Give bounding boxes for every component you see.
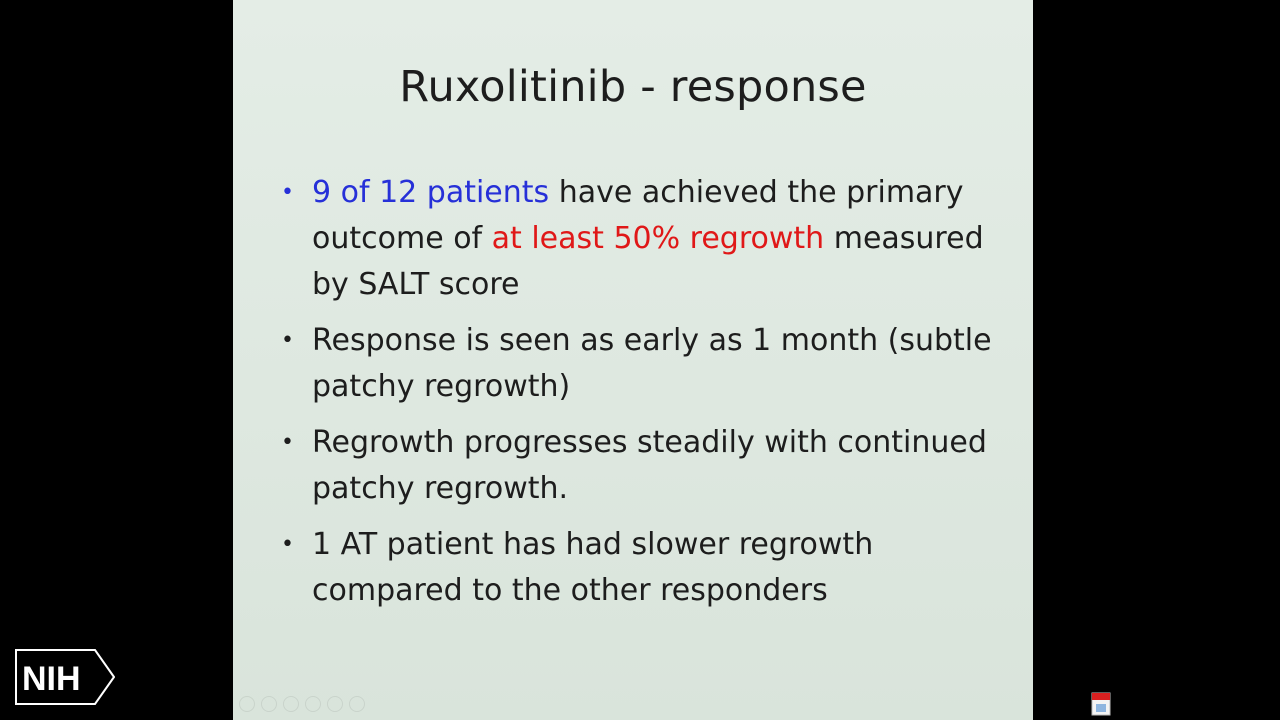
bullet-text: measured by SALT score (312, 221, 984, 302)
bullet-dot-icon: • (281, 532, 294, 557)
bullet-text-highlight-red: at least 50% regrowth (491, 221, 825, 256)
bullet-item: • 9 of 12 patients have achieved the pri… (277, 170, 997, 308)
bullet-dot-icon: • (281, 430, 294, 455)
next-icon[interactable] (261, 696, 277, 712)
presentation-slide: Ruxolitinib - response • 9 of 12 patient… (233, 0, 1033, 720)
prev-icon[interactable] (239, 696, 255, 712)
bullet-item: • Regrowth progresses steadily with cont… (277, 420, 997, 512)
bullet-text: Response is seen as early as 1 month (su… (312, 323, 992, 404)
bullet-text: have achieved the primary outcome of (312, 175, 964, 256)
slides-icon[interactable] (305, 696, 321, 712)
slideshow-toolbar (239, 696, 365, 712)
bullet-dot-icon: • (281, 180, 294, 205)
nih-logo-text: NIH (22, 660, 81, 698)
pen-icon[interactable] (283, 696, 299, 712)
bullet-item: • 1 AT patient has had slower regrowth c… (277, 522, 997, 614)
bullet-text-highlight-blue: 9 of 12 patients (312, 175, 550, 210)
more-icon[interactable] (349, 696, 365, 712)
bullet-text: Regrowth progresses steadily with contin… (312, 425, 987, 506)
nih-chevron-logo: NIH (15, 649, 115, 705)
zoom-icon[interactable] (327, 696, 343, 712)
bullet-list: • 9 of 12 patients have achieved the pri… (277, 170, 997, 624)
bullet-item: • Response is seen as early as 1 month (… (277, 318, 997, 410)
bullet-dot-icon: • (281, 328, 294, 353)
slide-title: Ruxolitinib - response (399, 62, 867, 112)
app-tray-icon[interactable] (1091, 692, 1111, 716)
bullet-text: 1 AT patient has had slower regrowth com… (312, 527, 874, 608)
